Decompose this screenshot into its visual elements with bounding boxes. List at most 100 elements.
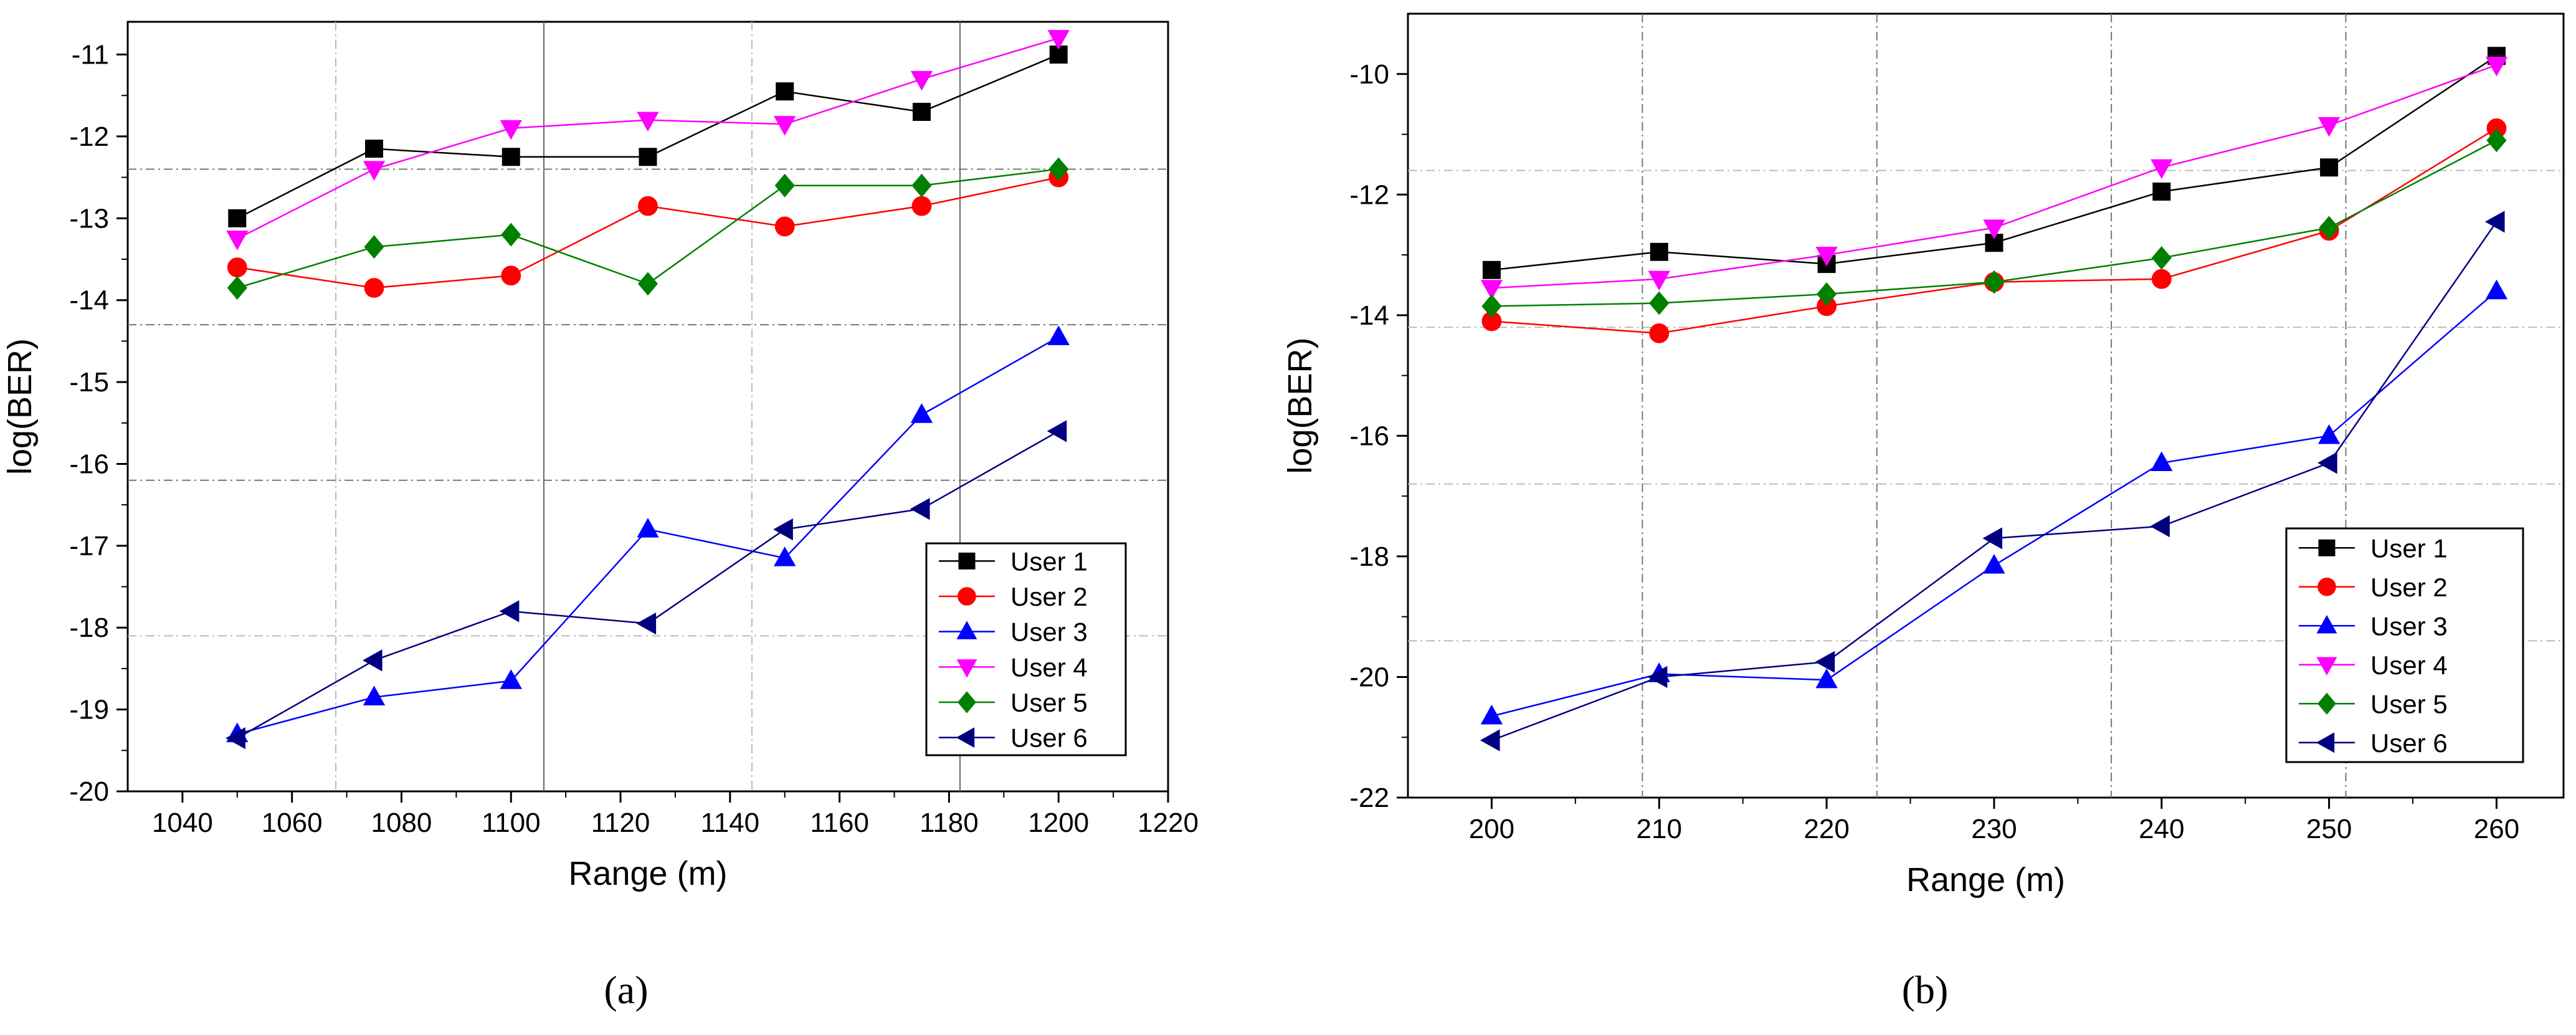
data-point <box>1648 270 1670 291</box>
x-tick-label: 1140 <box>701 808 760 838</box>
data-point <box>2317 424 2341 444</box>
data-point <box>227 257 247 278</box>
chart-a: 1040 1060 1080 1100 1120 1140 1160 1180 1200 1220… <box>1 21 1199 892</box>
x-tick-label: 1160 <box>810 808 869 838</box>
legend-marker <box>2317 692 2336 715</box>
legend-marker <box>2316 657 2337 676</box>
data-point <box>364 235 384 259</box>
legend-label: User 6 <box>1010 723 1088 753</box>
y-tick-label: -22 <box>1349 783 1389 813</box>
legend-marker <box>958 552 976 570</box>
data-point <box>1482 260 1501 279</box>
legend-marker <box>956 621 977 639</box>
data-point <box>1815 246 1838 267</box>
x-tick-label: 1100 <box>482 808 541 838</box>
data-point <box>637 518 659 538</box>
y-tick-label: -12 <box>1349 179 1389 210</box>
legend-entry: User 4 <box>2299 651 2448 680</box>
data-point <box>364 278 384 298</box>
series-user-5 <box>1481 128 2507 318</box>
y-tick-label: -19 <box>69 695 109 725</box>
data-point <box>774 116 796 136</box>
data-point <box>1983 553 2005 574</box>
y-tick-label: -18 <box>1349 541 1389 572</box>
data-point <box>1480 280 1503 300</box>
data-point <box>912 103 931 122</box>
x-tick-label: 250 <box>2306 814 2352 844</box>
legend-marker <box>956 727 975 748</box>
data-point <box>639 148 657 166</box>
data-point <box>1047 325 1070 345</box>
x-tick-label: 230 <box>1971 814 2017 844</box>
x-tick-label: 1180 <box>920 808 979 838</box>
data-point <box>2319 216 2339 240</box>
data-point <box>1983 219 2005 240</box>
data-point <box>1649 291 1670 315</box>
data-point <box>911 173 932 198</box>
data-point <box>363 161 386 181</box>
data-point <box>636 613 657 635</box>
data-point <box>363 649 383 672</box>
y-tick-label: -10 <box>1349 59 1389 90</box>
data-point <box>363 685 386 706</box>
x-tick-label: 220 <box>1804 814 1849 844</box>
data-point <box>1815 668 1838 689</box>
y-tick-label: -18 <box>69 613 109 643</box>
legend-label: User 1 <box>2370 533 2448 563</box>
data-point <box>1984 270 2004 294</box>
x-tick-label: 260 <box>2474 814 2519 844</box>
legend: User 1 User 2 User 3 User 4 User 5 User 6 <box>925 542 1127 756</box>
data-point <box>228 209 247 227</box>
series-user-1 <box>1482 47 2506 279</box>
data-point <box>2151 269 2172 289</box>
data-point <box>774 216 795 237</box>
data-point <box>637 272 658 296</box>
data-point <box>500 120 522 140</box>
legend-marker <box>2316 614 2337 634</box>
x-tick-label: 240 <box>2139 814 2184 844</box>
data-point <box>1815 651 1835 673</box>
legend-label: User 5 <box>1010 688 1088 717</box>
x-tick-label: 1040 <box>152 808 213 838</box>
x-axis-label: Range (m) <box>1906 861 2065 899</box>
legend-entry: User 1 <box>939 546 1088 576</box>
data-point <box>776 82 794 101</box>
legend-entry: User 5 <box>939 688 1088 717</box>
legend-label: User 6 <box>2370 728 2448 758</box>
x-tick-label: 1120 <box>591 808 650 838</box>
x-tick-label: 200 <box>1469 814 1514 844</box>
data-point <box>501 265 521 286</box>
legend-entry: User 5 <box>2299 689 2448 718</box>
data-point <box>2317 452 2337 474</box>
data-point <box>773 518 793 541</box>
legend-box <box>2285 527 2524 763</box>
data-point <box>1650 242 1668 261</box>
data-point <box>501 222 521 247</box>
legend-entry: User 6 <box>939 723 1088 753</box>
series-user-6 <box>226 420 1067 750</box>
legend-entry: User 4 <box>939 652 1088 682</box>
data-point <box>1048 157 1069 181</box>
series-user-4 <box>226 30 1070 250</box>
data-point <box>1047 420 1067 442</box>
legend-entry: User 6 <box>2299 728 2448 758</box>
legend-entry: User 3 <box>2299 611 2448 641</box>
data-point <box>774 173 795 198</box>
data-point <box>500 669 522 689</box>
series-user-5 <box>227 157 1069 300</box>
y-axis-label: log(BER) <box>1281 337 1319 474</box>
data-point <box>2317 117 2341 137</box>
legend-label: User 2 <box>2370 573 2448 602</box>
y-tick-label: -14 <box>1349 300 1389 331</box>
legend-marker <box>2318 539 2336 556</box>
legend-label: User 5 <box>2370 689 2448 718</box>
data-point <box>1649 323 1670 343</box>
data-point <box>910 403 933 423</box>
data-point <box>2320 158 2339 177</box>
legend-label: User 1 <box>1010 546 1088 576</box>
data-point <box>2485 57 2508 77</box>
caption-a: (a) <box>604 968 648 1012</box>
x-tick-label: 1220 <box>1138 808 1199 838</box>
x-tick-label: 1200 <box>1028 808 1089 838</box>
